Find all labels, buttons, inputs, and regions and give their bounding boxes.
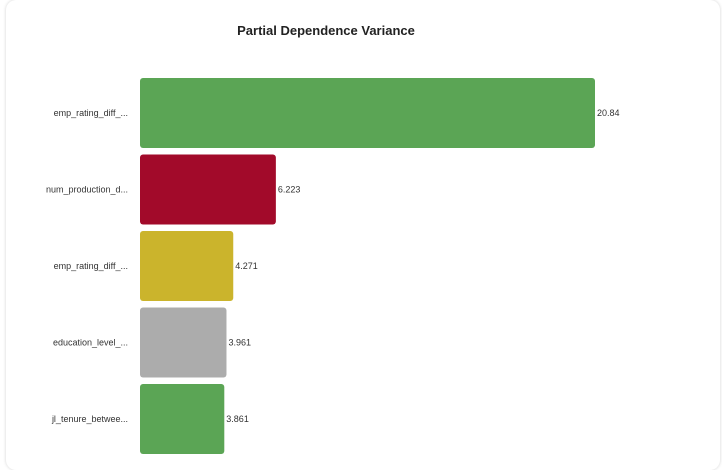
bar-1[interactable] [140, 154, 276, 225]
bar-chart: emp_rating_diff_... 20.84 num_production_d… [46, 78, 620, 454]
category-label-4: jl_tenure_betwee... [51, 414, 128, 424]
bar-3[interactable] [140, 307, 227, 378]
bar-0[interactable] [140, 78, 595, 148]
value-label-1: 6.223 [278, 185, 301, 195]
value-label-4: 3.861 [226, 414, 249, 424]
category-label-3: education_level_... [53, 338, 128, 348]
category-label-0: emp_rating_diff_... [54, 108, 128, 118]
category-label-2: emp_rating_diff_... [54, 261, 128, 271]
value-label-2: 4.271 [235, 261, 258, 271]
chart-title: Partial Dependence Variance [237, 23, 415, 38]
category-label-1: num_production_d... [46, 185, 128, 195]
bar-4[interactable] [140, 384, 225, 454]
bar-2[interactable] [140, 231, 234, 301]
value-label-0: 20.84 [597, 108, 620, 118]
value-label-3: 3.961 [228, 338, 251, 348]
